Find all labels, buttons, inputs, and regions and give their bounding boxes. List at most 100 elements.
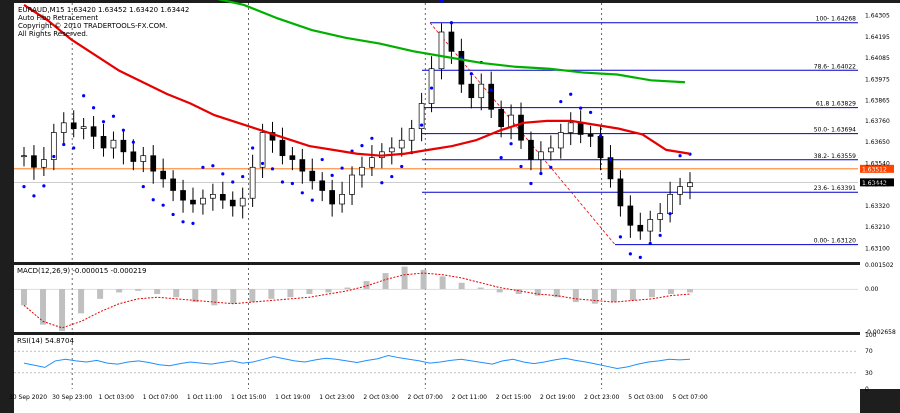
candle-body [190,199,196,205]
fibo-label: 100- 1.64268 [816,16,857,23]
sar-dot [539,171,543,176]
sar-dot [82,94,86,98]
candle-body [677,186,683,195]
marked-price-tag [860,164,894,173]
candle-body [170,178,176,191]
copyright-text: Copyright © 2010 TRADERTOOLS-FX.COM. [18,22,167,30]
candle-body [299,159,306,172]
sar-dot [330,173,334,178]
macd-panel [14,265,860,332]
macd-bar [40,289,47,325]
macd-bar [439,276,446,290]
grid-lines [71,3,603,389]
fibo-label: 78.6- 1.64022 [814,63,856,70]
candle-body [398,139,405,149]
sar-dot [42,184,46,188]
candle-body [557,132,564,149]
candle-body [80,126,87,129]
price-tick: 1.63430 [865,182,890,189]
macd-bar [192,289,199,303]
time-label: 2 Oct 19:00 [540,394,575,401]
indicator-name: Auto Fibo Retracement [18,14,98,22]
time-label: 30 Sep 23:00 [52,394,92,401]
macd-indicator: 0.001502 0.00 -0.002658 [14,262,896,336]
macd-bar [135,289,142,291]
candle-body [289,155,296,160]
sar-dot [618,235,623,239]
time-label: 30 Sep 2020 [9,394,47,401]
candle-body [667,194,673,215]
sar-dot [370,136,374,140]
candle-body [359,166,365,176]
macd-bar [173,289,180,298]
macd-bar [59,289,66,332]
macd-bar [325,289,332,293]
macd-bar [78,289,85,314]
candle-body [269,132,276,141]
price-tick: 1.63320 [865,203,890,210]
macd-bar [458,282,465,290]
sar-dot [161,203,165,207]
sar-dot [648,241,652,246]
fibo-label: 38.2- 1.63559 [814,153,856,160]
candle-body [229,199,236,207]
candle-body [418,103,425,129]
price-tick: 1.63540 [865,160,890,167]
sar-dot [588,110,593,114]
rsi-indicator: 100 70 30 0 [14,332,877,393]
sar-dot [380,181,384,185]
sar-dot [32,194,36,198]
candle-body [259,132,266,168]
candle-body [70,122,77,129]
macd-label: MACD(12,26,9) -0.000015 -0.000219 [17,267,146,275]
sar-dot [72,146,76,150]
candle-body [239,197,246,207]
sar-dot [469,72,473,76]
time-label: 2 Oct 23:00 [584,394,619,401]
candle-body [31,155,37,168]
candle-body [279,139,286,157]
ma-green-line [217,0,686,84]
price-tick: 1.63650 [865,139,890,146]
sar-dot [320,157,324,162]
rsi-tick: 0 [865,386,869,393]
rights-text: All Rights Reserved. [18,30,88,38]
sar-dot [509,142,513,146]
sar-dot [579,106,583,110]
sar-dot [628,252,632,256]
candles [21,21,693,242]
sar-dot [390,174,394,179]
candle-body [458,50,465,85]
price-tick: 1.64195 [865,34,890,41]
current-price-text: 1.63442 [862,180,887,187]
macd-tick: 0.00 [865,286,879,293]
sar-dot [260,161,265,166]
candle-body [518,114,524,141]
sar-dot [191,221,195,225]
macd-bar [116,289,123,293]
candle-body [150,155,157,172]
fibo-label: 50.0- 1.63694 [814,127,856,134]
macd-bar [21,289,27,306]
sar-dot [549,165,553,169]
sar-dot [429,86,434,90]
candle-body [200,197,206,205]
time-label: 1 Oct 19:00 [275,394,310,401]
macd-bar [344,287,351,290]
ma-red-line [23,4,691,157]
time-axis [14,389,860,413]
macd-bar [591,289,598,304]
chart-title: EURAUD,M15 1.63420 1.63452 1.63420 1.634… [18,6,189,14]
candle-body [587,134,594,137]
sar-dot [101,120,106,124]
macd-bar [648,289,655,298]
rsi-tick: 100 [865,332,877,339]
candle-body [339,194,345,205]
macd-bar [534,289,541,296]
sar-dot [678,154,682,158]
candle-body [567,122,574,133]
candle-body [488,83,495,110]
time-label: 1 Oct 07:00 [143,394,178,401]
macd-bar [211,289,218,306]
